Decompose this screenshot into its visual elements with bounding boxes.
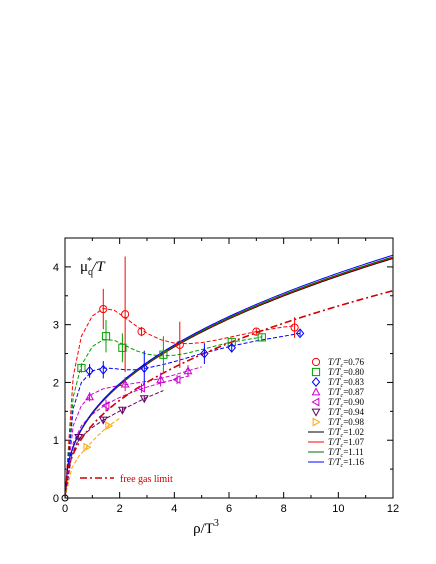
- data-point: [77, 363, 86, 373]
- x-axis-title: ρ/T3: [193, 518, 219, 537]
- data-point: [227, 342, 236, 353]
- legend-marker: [311, 408, 321, 417]
- y-tick-label: 0: [53, 493, 59, 505]
- legend-label: T/Tc=1.11: [328, 447, 364, 459]
- data-point: [139, 395, 149, 404]
- fit-curve: [65, 307, 295, 498]
- data-point: [99, 364, 108, 375]
- data-points: [61, 256, 305, 502]
- data-point: [121, 310, 130, 319]
- data-point: [140, 363, 149, 373]
- data-point: [85, 392, 95, 401]
- data-point: [295, 328, 305, 339]
- legend-label: T/Tc=0.94: [328, 407, 365, 419]
- series-line: [65, 254, 393, 498]
- data-point: [101, 332, 111, 341]
- data-point: [137, 327, 146, 336]
- legend-label: T/Tc=1.16: [328, 457, 365, 469]
- legend-label: T/Tc=1.02: [328, 427, 364, 439]
- y-tick-label: 4: [53, 262, 59, 274]
- data-point: [74, 433, 84, 442]
- data-point: [183, 366, 193, 375]
- x-tick-label: 12: [387, 503, 399, 515]
- legend: T/Tc=0.76T/Tc=0.80T/Tc=0.83T/Tc=0.87T/Tc…: [308, 357, 365, 469]
- fit-curve: [65, 417, 120, 498]
- legend-label: T/Tc=0.90: [328, 397, 365, 409]
- x-tick-label: 6: [226, 503, 232, 515]
- series-line: [65, 256, 393, 498]
- legend-marker: [311, 377, 321, 387]
- legend-label: T/Tc=0.83: [328, 377, 365, 389]
- legend-marker: [311, 397, 320, 407]
- data-point: [105, 421, 114, 431]
- x-tick-label: 10: [332, 503, 344, 515]
- data-point: [120, 379, 130, 388]
- legend-marker: [311, 367, 321, 377]
- y-tick-label: 1: [53, 435, 59, 447]
- x-tick-label: 8: [281, 503, 287, 515]
- x-tick-label: 2: [117, 503, 123, 515]
- y-axis-title: μq*/T: [80, 256, 106, 278]
- x-tick-label: 4: [171, 503, 177, 515]
- legend-marker: [312, 417, 321, 427]
- free-gas-label: free gas limit: [120, 474, 173, 485]
- legend-marker: [311, 387, 321, 396]
- data-point: [99, 304, 108, 314]
- x-tick-label: 0: [62, 503, 68, 515]
- data-point: [117, 406, 127, 415]
- data-point: [85, 365, 94, 376]
- legend-label: T/Tc=1.07: [328, 437, 365, 449]
- data-point: [98, 416, 108, 425]
- fit-curve: [65, 390, 164, 498]
- data-point: [159, 350, 168, 359]
- legend-label: T/Tc=0.76: [328, 357, 365, 369]
- data-point: [172, 375, 181, 385]
- data-point: [118, 343, 127, 352]
- legend-label: T/Tc=0.98: [328, 417, 365, 429]
- legend-marker: [311, 357, 321, 367]
- fit-curves: [65, 254, 393, 498]
- legend-label: T/Tc=0.80: [328, 367, 365, 379]
- y-tick-label: 3: [53, 320, 59, 332]
- free-gas-line: [65, 289, 393, 498]
- fit-curve: [65, 332, 301, 498]
- y-tick-label: 2: [53, 377, 59, 389]
- data-point: [252, 327, 261, 336]
- fit-curve: [65, 375, 191, 498]
- data-point: [83, 442, 92, 452]
- free-gas-annotation: free gas limit: [80, 474, 173, 485]
- data-point: [156, 374, 166, 383]
- data-point: [290, 323, 299, 332]
- data-point: [136, 383, 145, 393]
- data-point: [200, 348, 209, 359]
- data-point: [175, 340, 184, 349]
- legend-label: T/Tc=0.87: [328, 387, 365, 399]
- data-point: [257, 333, 266, 342]
- origin-point: [61, 494, 69, 502]
- data-point: [101, 401, 110, 411]
